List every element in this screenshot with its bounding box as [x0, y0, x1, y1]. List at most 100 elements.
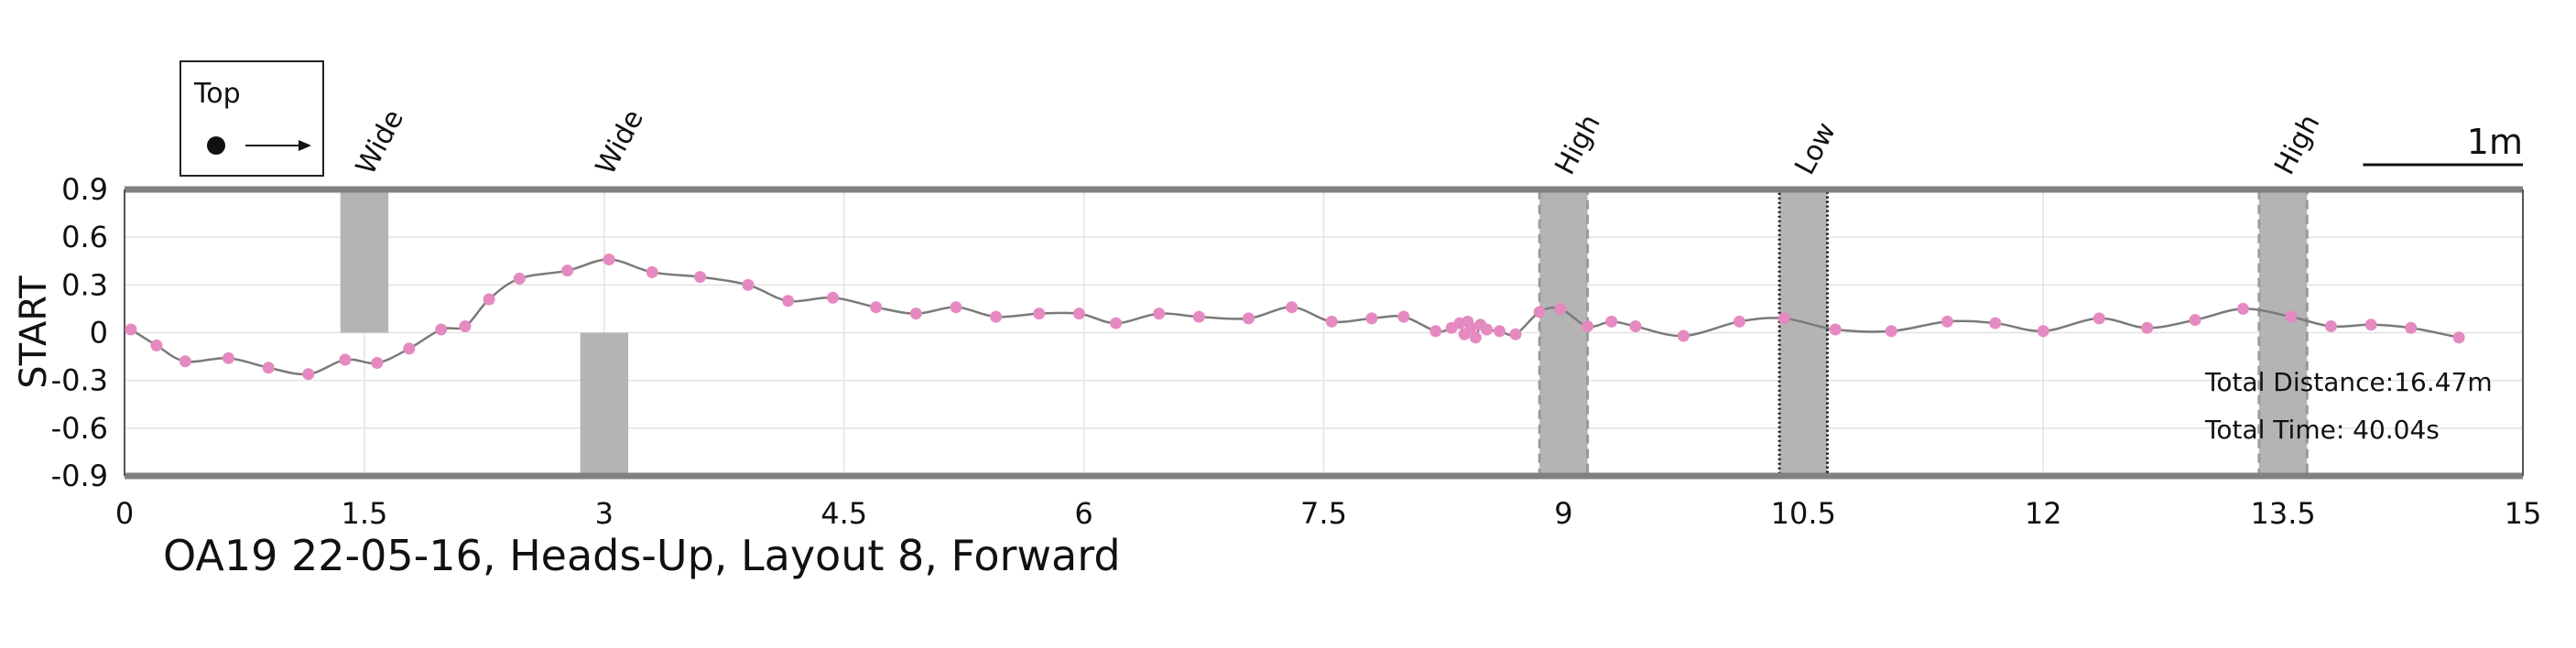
obstacle-label: High	[2268, 109, 2326, 179]
data-point	[646, 265, 658, 278]
data-point	[2037, 325, 2049, 338]
series-line	[130, 258, 2460, 376]
obstacle-label: Wide	[350, 104, 410, 180]
data-point	[1777, 312, 1790, 325]
data-point	[1494, 325, 1506, 338]
obstacle-layer	[340, 188, 2309, 478]
legend-arrowhead-icon	[299, 140, 311, 151]
data-point	[1286, 301, 1299, 314]
data-point	[1733, 315, 1745, 328]
data-point	[1989, 317, 2002, 329]
data-point	[1677, 329, 1690, 342]
obstacle-bar	[1538, 188, 1590, 478]
data-point	[1940, 315, 1953, 328]
obstacle-label: Low	[1788, 117, 1842, 180]
obstacle-label: Wide	[590, 104, 650, 180]
data-point	[742, 278, 755, 291]
data-point	[1110, 317, 1123, 329]
y-tick-label: -0.9	[51, 459, 108, 493]
obstacle-label: High	[1549, 109, 1607, 179]
data-point	[179, 355, 191, 368]
x-tick-label: 9	[1554, 496, 1572, 531]
obstacle-bar	[580, 332, 628, 476]
grid-layer	[124, 189, 2524, 477]
data-point	[302, 368, 315, 381]
data-point	[435, 323, 448, 336]
x-tick-label: 15	[2505, 496, 2542, 531]
data-point	[1481, 323, 1494, 336]
chart-title: OA19 22-05-16, Heads-Up, Layout 8, Forwa…	[163, 531, 1121, 580]
obstacle-bar	[340, 189, 389, 333]
data-point	[1629, 320, 1642, 333]
data-point	[262, 362, 275, 374]
data-point	[1429, 325, 1442, 338]
data-point	[459, 320, 472, 333]
x-tick-label: 7.5	[1300, 496, 1347, 531]
data-point	[950, 301, 962, 314]
tick-layer: Wide Wide High Low High 0 1.5 3 4.5 6 7.5 9 10.5 12 13…	[51, 104, 2542, 531]
legend-dot-icon	[207, 136, 225, 155]
data-point	[125, 323, 137, 336]
data-point	[1509, 328, 1522, 340]
data-point	[1192, 310, 1205, 323]
data-point	[1072, 308, 1085, 320]
data-point	[1554, 302, 1567, 315]
data-point	[2405, 321, 2418, 334]
data-point	[1033, 308, 1046, 320]
scale-bar: 1m	[2363, 122, 2523, 167]
y-axis-label: START	[13, 275, 55, 389]
data-point	[826, 291, 839, 304]
x-tick-label: 3	[595, 496, 614, 531]
frame-layer	[124, 186, 2524, 480]
data-point	[483, 293, 495, 306]
y-tick-label: 0	[90, 316, 108, 351]
data-point	[2236, 302, 2249, 315]
data-point	[694, 271, 707, 284]
x-tick-label: 12	[2025, 496, 2062, 531]
legend-label: Top	[193, 78, 241, 110]
data-point	[1581, 320, 1594, 333]
x-tick-label: 13.5	[2250, 496, 2315, 531]
data-point	[371, 357, 384, 370]
data-point	[2189, 314, 2201, 327]
data-point	[150, 339, 163, 351]
data-point	[222, 351, 234, 364]
data-point	[1469, 331, 1482, 344]
total-time-annotation: Total Time: 40.04s	[2204, 415, 2440, 445]
data-point	[1464, 321, 1477, 334]
data-point	[1325, 315, 1338, 328]
data-point	[1605, 315, 1618, 328]
x-tick-label: 6	[1074, 496, 1092, 531]
total-distance-annotation: Total Distance:16.47m	[2204, 367, 2493, 397]
y-tick-label: 0.9	[61, 172, 108, 207]
data-point	[1397, 310, 1410, 323]
data-point	[1829, 323, 1842, 336]
x-tick-label: 4.5	[821, 496, 867, 531]
data-point	[1533, 306, 1546, 319]
y-tick-label: -0.6	[51, 411, 108, 446]
y-tick-label: 0.6	[61, 220, 108, 254]
data-point	[2141, 321, 2154, 334]
data-point	[561, 265, 574, 277]
data-point	[513, 272, 526, 285]
data-point	[2324, 320, 2337, 333]
scale-bar-label: 1m	[2467, 122, 2523, 162]
data-point	[990, 310, 1003, 323]
legend-box	[179, 60, 324, 177]
y-tick-label: -0.3	[51, 363, 108, 398]
data-point	[403, 342, 416, 355]
data-point	[870, 301, 883, 314]
legend: Top	[179, 60, 324, 177]
data-point	[909, 308, 922, 320]
data-point	[1885, 325, 1897, 338]
data-point	[1242, 312, 1255, 325]
data-point	[2452, 331, 2465, 344]
data-point	[2285, 310, 2298, 323]
data-point	[339, 353, 352, 366]
data-point	[2092, 312, 2105, 325]
data-point	[1153, 308, 1166, 320]
data-point	[782, 295, 795, 308]
data-point	[603, 254, 615, 266]
